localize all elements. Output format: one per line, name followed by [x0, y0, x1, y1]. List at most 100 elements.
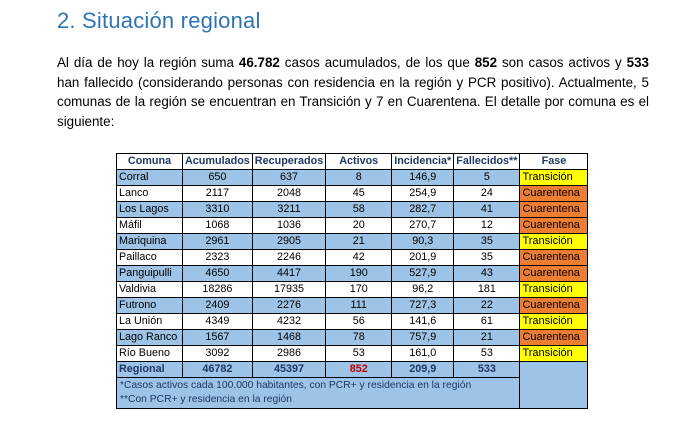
cell-fase: Transición	[519, 169, 589, 186]
casos-activos-value: 852	[474, 55, 498, 70]
cell-fallecidos: 35	[453, 233, 521, 250]
total-row: Regional 46782 45397 852 209,9 533	[116, 361, 589, 409]
cell-incidencia: 96,2	[391, 281, 455, 298]
cell-recuperados: 2048	[251, 185, 327, 202]
cell-incidencia: 90,3	[391, 233, 455, 250]
note-incidencia: *Casos activos cada 100.000 habitantes, …	[120, 380, 472, 391]
header-comuna: Comuna	[116, 153, 183, 170]
cell-incidencia: 254,9	[391, 185, 455, 202]
table-row: Lanco 2117 2048 45 254,9 24 Cuarentena	[116, 185, 589, 202]
header-recuperados: Recuperados	[251, 153, 327, 170]
cell-comuna: Corral	[116, 169, 183, 186]
total-fallecidos: 533	[453, 361, 521, 378]
cell-incidencia: 146,9	[391, 169, 455, 186]
cell-recuperados: 1468	[251, 329, 327, 346]
cell-incidencia: 270,7	[391, 217, 455, 234]
header-fase: Fase	[519, 153, 589, 170]
cell-fallecidos: 22	[453, 297, 521, 314]
table-row: Mariquina 2961 2905 21 90,3 35 Transición	[116, 233, 589, 250]
cell-activos: 21	[325, 233, 393, 250]
cell-activos: 45	[325, 185, 393, 202]
cell-recuperados: 3211	[251, 201, 327, 218]
cell-incidencia: 727,3	[391, 297, 455, 314]
table-row: Río Bueno 3092 2986 53 161,0 53 Transición	[116, 345, 589, 362]
cell-fase: Cuarentena	[519, 201, 589, 218]
cell-acumulados: 2117	[182, 185, 253, 202]
cell-recuperados: 2276	[251, 297, 327, 314]
cell-activos: 190	[325, 265, 393, 282]
cell-acumulados: 3092	[182, 345, 253, 362]
para-text-2: casos acumulados, de los que	[279, 55, 475, 70]
total-activos: 852	[325, 361, 393, 378]
comunas-table-wrapper: Comuna Acumulados Recuperados Activos In…	[115, 153, 589, 409]
cell-recuperados: 637	[251, 169, 327, 186]
para-text-4: han fallecido (considerando personas con…	[57, 74, 649, 129]
cell-fallecidos: 21	[453, 329, 521, 346]
table-notes: *Casos activos cada 100.000 habitantes, …	[115, 377, 521, 409]
cell-fase: Cuarentena	[519, 297, 589, 314]
section-heading: 2. Situación regional	[57, 8, 261, 33]
cell-fase: Transición	[519, 345, 589, 362]
cell-comuna: Río Bueno	[116, 345, 183, 362]
cell-fase: Transición	[519, 313, 589, 330]
cell-fallecidos: 24	[453, 185, 521, 202]
cell-recuperados: 17935	[251, 281, 327, 298]
table-row: Corral 650 637 8 146,9 5 Transición	[116, 169, 589, 186]
cell-acumulados: 1567	[182, 329, 253, 346]
cell-comuna: Paillaco	[116, 249, 183, 266]
cell-comuna: La Unión	[116, 313, 183, 330]
fallecidos-value: 533	[626, 55, 649, 70]
cell-recuperados: 4232	[251, 313, 327, 330]
cell-incidencia: 161,0	[391, 345, 455, 362]
total-recuperados: 45397	[251, 361, 327, 378]
cell-incidencia: 757,9	[391, 329, 455, 346]
header-incidencia: Incidencia*	[391, 153, 455, 170]
cell-fase: Transición	[519, 233, 589, 250]
table-row: Paillaco 2323 2246 42 201,9 35 Cuarentena	[116, 249, 589, 266]
table-body: Corral 650 637 8 146,9 5 Transición Lanco 2117 20…	[116, 169, 589, 362]
cell-activos: 53	[325, 345, 393, 362]
cell-activos: 58	[325, 201, 393, 218]
cell-incidencia: 282,7	[391, 201, 455, 218]
cell-fallecidos: 181	[453, 281, 521, 298]
notes-row: *Casos activos cada 100.000 habitantes, …	[115, 377, 588, 409]
cell-comuna: Los Lagos	[116, 201, 183, 218]
table-row: Máfil 1068 1036 20 270,7 12 Cuarentena	[116, 217, 589, 234]
cell-activos: 170	[325, 281, 393, 298]
cell-fase: Cuarentena	[519, 185, 589, 202]
table-row: Valdivia 18286 17935 170 96,2 181 Transición	[116, 281, 589, 298]
cell-acumulados: 4349	[182, 313, 253, 330]
cell-comuna: Lanco	[116, 185, 183, 202]
cell-acumulados: 2409	[182, 297, 253, 314]
cell-recuperados: 2986	[251, 345, 327, 362]
cell-incidencia: 201,9	[391, 249, 455, 266]
cell-fallecidos: 41	[453, 201, 521, 218]
cell-comuna: Panguipulli	[116, 265, 183, 282]
para-text-1: Al día de hoy la región suma	[57, 55, 239, 70]
cell-acumulados: 4650	[182, 265, 253, 282]
cell-recuperados: 1036	[251, 217, 327, 234]
cell-comuna: Futrono	[116, 297, 183, 314]
cell-fallecidos: 35	[453, 249, 521, 266]
header-activos: Activos	[325, 153, 393, 170]
para-text-3: son casos activos y	[497, 55, 627, 70]
note-fallecidos: **Con PCR+ y residencia en la región	[120, 394, 292, 405]
cell-fallecidos: 53	[453, 345, 521, 362]
cell-acumulados: 2323	[182, 249, 253, 266]
cell-acumulados: 18286	[182, 281, 253, 298]
cell-acumulados: 650	[182, 169, 253, 186]
cell-fase: Transición	[519, 281, 589, 298]
table-header-row: Comuna Acumulados Recuperados Activos In…	[116, 153, 589, 170]
cell-fase: Cuarentena	[519, 249, 589, 266]
cell-comuna: Valdivia	[116, 281, 183, 298]
total-fase-empty	[519, 361, 589, 409]
cell-incidencia: 141,6	[391, 313, 455, 330]
cell-recuperados: 4417	[251, 265, 327, 282]
total-comuna: Regional	[116, 361, 183, 378]
summary-paragraph: Al día de hoy la región suma 46.782 caso…	[57, 53, 649, 131]
casos-acumulados-value: 46.782	[238, 55, 280, 70]
cell-fase: Cuarentena	[519, 217, 589, 234]
total-acumulados: 46782	[182, 361, 253, 378]
cell-incidencia: 527,9	[391, 265, 455, 282]
cell-activos: 78	[325, 329, 393, 346]
